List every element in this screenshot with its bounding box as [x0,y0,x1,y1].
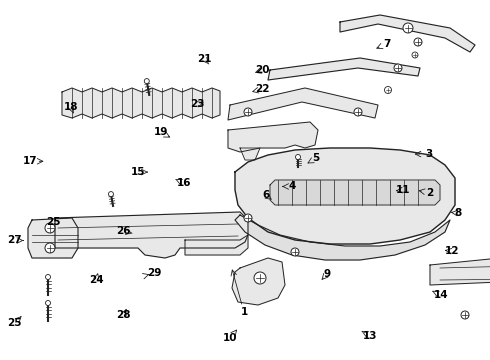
Text: 10: 10 [223,333,238,343]
Polygon shape [55,212,248,258]
Polygon shape [235,148,455,244]
Text: 8: 8 [455,208,462,218]
Circle shape [295,154,300,159]
Text: 21: 21 [197,54,212,64]
Text: 6: 6 [262,190,269,200]
Text: 11: 11 [395,185,410,195]
Text: 18: 18 [64,102,78,112]
Polygon shape [340,15,475,52]
Circle shape [46,274,50,279]
Circle shape [291,248,299,256]
Polygon shape [430,258,490,285]
Text: 16: 16 [176,178,191,188]
Text: 27: 27 [7,235,22,246]
Text: 14: 14 [434,290,448,300]
Circle shape [461,311,469,319]
Text: 23: 23 [190,99,204,109]
Text: 24: 24 [89,275,103,285]
Text: 9: 9 [324,269,331,279]
Polygon shape [240,148,260,160]
Circle shape [354,108,362,116]
Polygon shape [62,88,220,118]
Text: 22: 22 [255,84,270,94]
Polygon shape [268,58,420,80]
Polygon shape [235,215,450,260]
Text: 2: 2 [427,188,434,198]
Text: 19: 19 [153,127,168,138]
Polygon shape [228,122,318,152]
Polygon shape [28,218,78,258]
Circle shape [403,23,413,33]
Circle shape [144,78,149,84]
Text: 25: 25 [7,318,22,328]
Circle shape [244,214,252,222]
Text: 15: 15 [131,167,146,177]
Text: 1: 1 [241,307,247,318]
Circle shape [108,192,114,197]
Circle shape [46,301,50,306]
Circle shape [414,38,422,46]
Text: 26: 26 [116,226,131,236]
Polygon shape [232,258,285,305]
Text: 13: 13 [363,330,377,341]
Circle shape [412,52,418,58]
Text: 5: 5 [313,153,319,163]
Text: 20: 20 [255,65,270,75]
Text: 12: 12 [444,246,459,256]
Polygon shape [270,180,440,205]
Text: 4: 4 [288,181,296,192]
Circle shape [254,272,266,284]
Text: 29: 29 [147,268,162,278]
Circle shape [45,243,55,253]
Polygon shape [228,88,378,120]
Polygon shape [185,235,248,255]
Text: 28: 28 [116,310,131,320]
Text: 25: 25 [46,217,60,228]
Text: 17: 17 [23,156,38,166]
Circle shape [244,108,252,116]
Text: 3: 3 [425,149,432,159]
Circle shape [385,86,392,94]
Circle shape [45,223,55,233]
Text: 7: 7 [383,39,391,49]
Circle shape [394,64,402,72]
